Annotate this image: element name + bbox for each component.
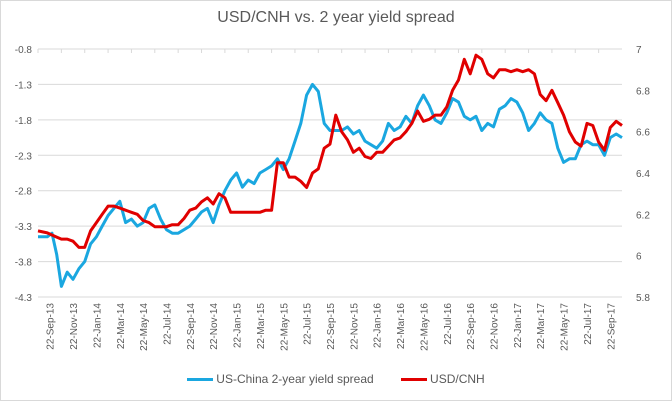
y-left-tick-label: -2.3 [15,151,33,162]
x-tick-label: 22-Nov-16 [490,303,501,350]
y-right-tick-label: 7 [636,45,642,56]
y-left-tick-label: -1.8 [15,116,33,127]
y-right-tick-label: 5.8 [636,293,650,304]
x-tick-label: 22-Jul-14 [162,303,173,345]
legend-swatch-blue [187,378,214,382]
x-tick-label: 22-Jan-14 [92,303,103,348]
series-line-usdcnh [37,53,623,249]
x-tick-label: 22-Jan-16 [373,303,384,348]
x-tick-label: 22-May-15 [279,303,290,351]
x-tick-label: 22-Mar-15 [256,303,267,350]
legend-label-usdcnh: USD/CNH [430,372,485,386]
y-left-tick-label: -3.3 [15,222,33,233]
y-left-tick-label: -0.8 [15,45,33,56]
x-tick-label: 22-Jan-17 [513,303,524,348]
x-tick-label: 22-Jul-16 [443,303,454,345]
x-tick-label: 22-May-16 [419,303,430,351]
x-tick-label: 22-Jul-17 [583,303,594,345]
x-tick-label: 22-Sep-16 [466,303,477,350]
y-right-tick-label: 6.2 [636,210,650,221]
chart-title: USD/CNH vs. 2 year yield spread [217,9,455,26]
x-tick-label: 22-Mar-17 [536,303,547,350]
x-tick-label: 22-Sep-13 [46,303,57,350]
y-right-tick-label: 6.4 [636,169,650,180]
y-right-tick-label: 6.6 [636,128,650,139]
x-tick-label: 22-Sep-15 [326,303,337,350]
x-tick-label: 22-Jan-15 [233,303,244,348]
x-tick-label: 22-Mar-14 [116,303,127,350]
x-tick-label: 22-Nov-13 [69,303,80,350]
x-tick-label: 22-Mar-16 [396,303,407,350]
x-tick-label: 22-Jul-15 [303,303,314,345]
y-right-tick-label: 6.8 [636,86,650,97]
series-line-yield-spread [38,82,623,288]
y-left-tick-label: -1.3 [15,80,33,91]
y-left-tick-label: -3.8 [15,258,33,269]
y-left-tick-label: -2.8 [15,187,33,198]
legend: US-China 2-year yield spread USD/CNH [0,372,672,386]
x-tick-label: 22-Sep-14 [186,303,197,350]
legend-item-usdcnh: USD/CNH [401,372,485,386]
x-tick-label: 22-Sep-17 [606,303,617,350]
x-tick-label: 22-May-14 [139,303,150,351]
x-tick-label: 22-Nov-15 [349,303,360,350]
x-tick-label: 22-Nov-14 [209,303,220,350]
legend-swatch-red [401,378,428,382]
y-right-tick-label: 6 [636,252,642,263]
x-tick-label: 22-May-17 [560,303,571,351]
legend-label-spread: US-China 2-year yield spread [216,372,374,386]
y-left-tick-label: -4.3 [15,293,33,304]
legend-item-spread: US-China 2-year yield spread [187,372,374,386]
